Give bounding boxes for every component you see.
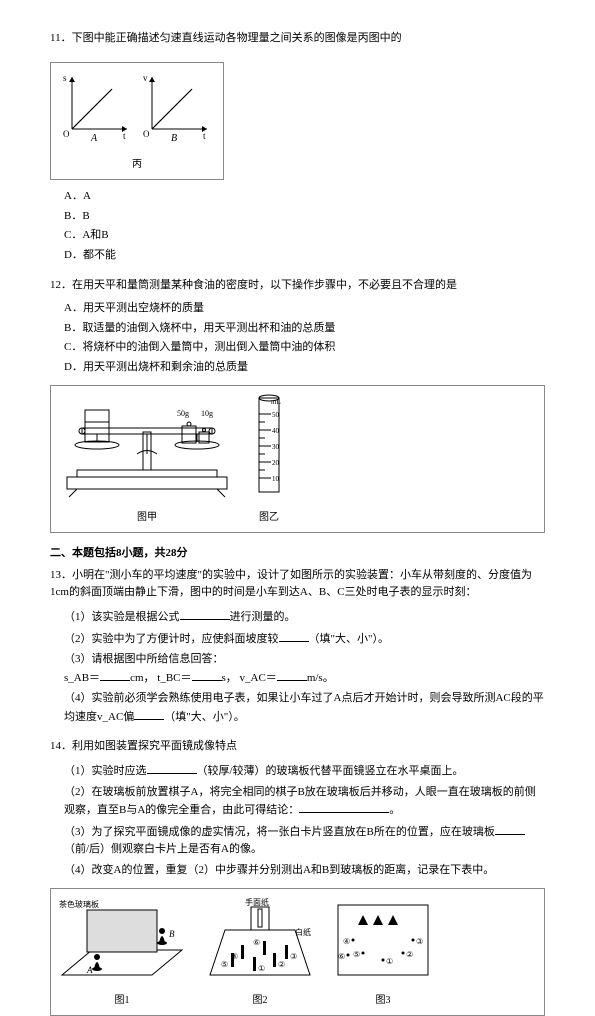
- q14-sub3: （3）为了探究平面镜成像的虚实情况，将一张白卡片竖直放在B所在的位置，应在玻璃板…: [50, 823, 545, 859]
- svg-text:50: 50: [272, 411, 280, 419]
- section-2-header: 二、本题包括8小题，共28分: [50, 545, 545, 563]
- q13-sub4: （4）实验前必须学会熟练使用电子表，如果让小车过了A点后才开始计时，则会导致所测…: [50, 690, 545, 726]
- fig14-panel-3: ① ② ③ ④ ⑤ ⑥ 图3: [333, 895, 433, 1010]
- fig12-caption-left: 图甲: [57, 510, 237, 526]
- fig14-cap1: 图1: [57, 993, 187, 1009]
- svg-text:③: ③: [416, 937, 423, 946]
- weight-10g: 10g: [201, 409, 213, 418]
- label-glass: 茶色玻璃板: [59, 899, 99, 909]
- svg-text:⑤: ⑤: [353, 950, 360, 959]
- label-white: 白纸: [295, 927, 311, 937]
- svg-text:10: 10: [272, 475, 280, 483]
- fig14-panel-1: 茶色玻璃板 A B 图1: [57, 895, 187, 1010]
- q11-option-b: B．B: [64, 208, 545, 226]
- svg-text:②: ②: [406, 950, 413, 959]
- svg-text:B: B: [169, 929, 175, 939]
- q13-sub2: （2）实验中为了方便计时，应使斜面坡度较（填"大、小"）。: [50, 630, 545, 649]
- origin-2: O: [143, 129, 150, 139]
- weight-50g: 50g: [177, 409, 189, 418]
- blank-thickness: [147, 762, 197, 774]
- fig14-panel-2: 手面纸 白纸 ① ② ③ ④ ⑤ ⑥ 图2: [195, 895, 325, 1010]
- q14-sub2: （2）在玻璃板前放置棋子A，将完全相同的棋子B放在玻璃板后并移动，人眼一直在玻璃…: [50, 784, 545, 820]
- q12-option-c: C．将烧杯中的油倒入量筒中，测出倒入量筒中油的体积: [64, 339, 545, 357]
- q12-options: A．用天平测出空烧杯的质量 B．取适量的油倒入烧杯中，用天平测出杯和油的总质量 …: [50, 300, 545, 376]
- q11-stem: 11．下图中能正确描述匀速直线运动各物理量之间关系的图像是丙图中的: [50, 30, 545, 48]
- svg-text:①: ①: [258, 964, 265, 973]
- q12-option-d: D．用天平测出烧杯和剩余油的总质量: [64, 359, 545, 377]
- balance-diagram: 50g 10g 图甲: [57, 392, 237, 527]
- cylinder-unit: mL: [271, 398, 281, 406]
- svg-text:④: ④: [343, 937, 350, 946]
- q14-sub1: （1）实验时应选（较厚/较薄）的玻璃板代替平面镜竖立在水平桌面上。: [50, 762, 545, 781]
- q13-stem: 13．小明在"测小车的平均速度"的实验中，设计了如图所示的实验装置：小车从带刻度…: [50, 567, 545, 602]
- q11-options: A．A B．B C．A和B D．都不能: [50, 188, 545, 264]
- graph-b-label: B: [171, 133, 177, 144]
- blank-bias: [134, 708, 164, 720]
- q11-figure-caption: 丙: [57, 157, 217, 173]
- q14-stem: 14．利用如图装置探究平面镜成像特点: [50, 738, 545, 756]
- svg-text:⑥: ⑥: [338, 952, 345, 961]
- q11-figure: s t O A v t O B 丙: [50, 62, 224, 181]
- fig12-caption-right: 图乙: [251, 510, 287, 526]
- svg-text:⑤: ⑤: [221, 960, 228, 969]
- svg-text:40: 40: [272, 427, 280, 435]
- svg-text:30: 30: [272, 443, 280, 451]
- origin-1: O: [63, 129, 70, 139]
- blank-slope: [279, 630, 309, 642]
- q11-option-c: C．A和B: [64, 227, 545, 245]
- svg-text:20: 20: [272, 459, 280, 467]
- blank-vac: [277, 669, 307, 681]
- axis-t-label-2: t: [203, 131, 206, 141]
- q11-option-d: D．都不能: [64, 247, 545, 265]
- axis-v-label: v: [143, 73, 148, 83]
- fig14-cap3: 图3: [333, 993, 433, 1009]
- q12-stem: 12．在用天平和量筒测量某种食油的密度时，以下操作步骤中，不必要且不合理的是: [50, 277, 545, 295]
- axis-s-label: s: [63, 73, 67, 83]
- q14-figure: 茶色玻璃板 A B 图1 手面纸 白纸 ①: [50, 888, 545, 1016]
- blank-side: [495, 823, 525, 835]
- q14-sub4: （4）改变A的位置，重复（2）中步骤并分别测出A和B到玻璃板的距离，记录在下表中…: [50, 862, 545, 880]
- svg-text:⑥: ⑥: [253, 938, 260, 947]
- q13-sub3: （3）请根据图中所给信息回答： s_AB＝cm， t_BC＝s， v_AC＝m/…: [50, 651, 545, 687]
- q12-option-b: B．取适量的油倒入烧杯中，用天平测出杯和油的总质量: [64, 320, 545, 338]
- label-paper: 手面纸: [245, 897, 269, 907]
- question-14: 14．利用如图装置探究平面镜成像特点 （1）实验时应选（较厚/较薄）的玻璃板代替…: [50, 738, 545, 1016]
- q11-option-a: A．A: [64, 188, 545, 206]
- blank-conclusion: [299, 801, 389, 813]
- svg-text:③: ③: [290, 952, 297, 961]
- axis-t-label-1: t: [123, 131, 126, 141]
- q12-option-a: A．用天平测出空烧杯的质量: [64, 300, 545, 318]
- cylinder-diagram: mL 50 40 30 20 10 图乙: [251, 392, 287, 527]
- question-12: 12．在用天平和量筒测量某种食油的密度时，以下操作步骤中，不必要且不合理的是 A…: [50, 277, 545, 534]
- blank-sab: [100, 669, 130, 681]
- svg-text:②: ②: [278, 960, 285, 969]
- question-11: 11．下图中能正确描述匀速直线运动各物理量之间关系的图像是丙图中的 s t O …: [50, 30, 545, 265]
- blank-formula: [180, 608, 230, 620]
- q13-sub1: （1）该实验是根据公式进行测量的。: [50, 608, 545, 627]
- svg-text:A: A: [86, 965, 93, 975]
- fig14-cap2: 图2: [195, 993, 325, 1009]
- blank-tbc: [192, 669, 222, 681]
- graph-a-label: A: [90, 133, 98, 144]
- svg-text:①: ①: [386, 957, 393, 966]
- question-13: 二、本题包括8小题，共28分 13．小明在"测小车的平均速度"的实验中，设计了如…: [50, 545, 545, 726]
- q12-figure: 50g 10g 图甲 mL 50 40 30 20 10: [50, 385, 545, 534]
